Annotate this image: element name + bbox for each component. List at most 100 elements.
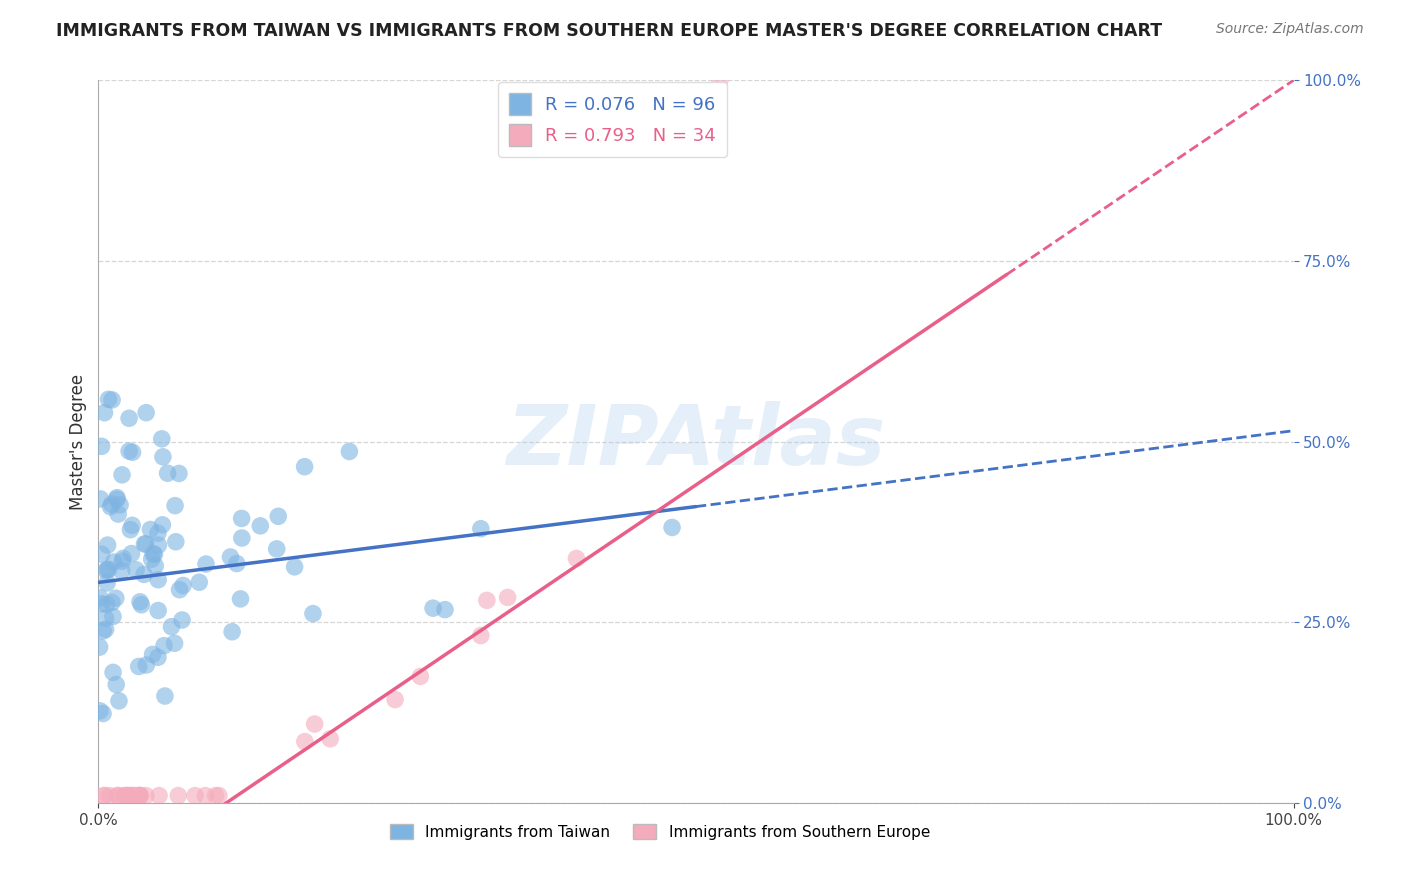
Point — [195, 557, 218, 571]
Point — [141, 552, 163, 566]
Point — [231, 531, 253, 545]
Point — [319, 731, 342, 746]
Point — [122, 789, 145, 803]
Point — [91, 706, 114, 721]
Point — [266, 541, 288, 556]
Point — [101, 609, 124, 624]
Point — [249, 519, 271, 533]
Point — [97, 562, 120, 576]
Point — [121, 547, 143, 561]
Point — [148, 538, 170, 552]
Point — [148, 789, 170, 803]
Point — [150, 432, 173, 446]
Point — [115, 789, 138, 803]
Point — [120, 789, 142, 803]
Point — [124, 789, 146, 803]
Point — [709, 73, 731, 87]
Point — [97, 392, 120, 407]
Point — [470, 522, 492, 536]
Point — [103, 555, 125, 569]
Point — [156, 467, 179, 481]
Point — [128, 789, 150, 803]
Text: Source: ZipAtlas.com: Source: ZipAtlas.com — [1216, 22, 1364, 37]
Point — [96, 576, 118, 591]
Point — [107, 507, 129, 521]
Point — [101, 392, 124, 407]
Legend: Immigrants from Taiwan, Immigrants from Southern Europe: Immigrants from Taiwan, Immigrants from … — [384, 818, 936, 846]
Point — [94, 623, 117, 637]
Point — [132, 567, 155, 582]
Point — [100, 497, 122, 511]
Point — [184, 789, 207, 803]
Point — [146, 603, 169, 617]
Point — [107, 789, 129, 803]
Point — [112, 789, 135, 803]
Point — [384, 692, 406, 706]
Point — [111, 554, 134, 568]
Point — [89, 491, 111, 506]
Point — [142, 547, 165, 561]
Point — [221, 624, 243, 639]
Point — [112, 551, 135, 566]
Point — [129, 789, 152, 803]
Point — [153, 689, 176, 703]
Point — [105, 491, 128, 505]
Point — [139, 523, 162, 537]
Point — [129, 789, 152, 803]
Point — [153, 639, 176, 653]
Point — [219, 549, 242, 564]
Point — [294, 734, 316, 748]
Point — [94, 564, 117, 578]
Point — [128, 789, 150, 803]
Point — [225, 557, 247, 571]
Point — [146, 526, 169, 541]
Point — [165, 499, 187, 513]
Point — [131, 598, 153, 612]
Point — [97, 538, 120, 552]
Point — [115, 789, 138, 803]
Point — [194, 789, 217, 803]
Point — [105, 677, 128, 691]
Point — [135, 537, 157, 551]
Point — [98, 789, 121, 803]
Point — [565, 551, 588, 566]
Point — [96, 563, 118, 577]
Point — [208, 789, 231, 803]
Point — [143, 547, 166, 561]
Point — [167, 789, 190, 803]
Point — [152, 517, 174, 532]
Point — [496, 591, 519, 605]
Point — [135, 789, 157, 803]
Point — [304, 717, 326, 731]
Point — [121, 445, 143, 459]
Text: ZIPAtlas: ZIPAtlas — [506, 401, 886, 482]
Point — [111, 467, 134, 482]
Point — [118, 444, 141, 458]
Point — [143, 558, 166, 573]
Point — [661, 520, 683, 534]
Point — [111, 564, 134, 578]
Point — [120, 789, 142, 803]
Point — [135, 658, 157, 673]
Point — [169, 582, 191, 597]
Point — [135, 406, 157, 420]
Point — [93, 406, 115, 420]
Point — [121, 518, 143, 533]
Point — [160, 620, 183, 634]
Point — [108, 694, 131, 708]
Point — [120, 523, 142, 537]
Point — [129, 595, 152, 609]
Point — [146, 650, 169, 665]
Point — [229, 591, 252, 606]
Point — [142, 648, 165, 662]
Point — [117, 789, 139, 803]
Point — [90, 597, 112, 611]
Point — [172, 578, 194, 592]
Point — [204, 789, 226, 803]
Point — [231, 511, 253, 525]
Point — [89, 704, 111, 718]
Text: IMMIGRANTS FROM TAIWAN VS IMMIGRANTS FROM SOUTHERN EUROPE MASTER'S DEGREE CORREL: IMMIGRANTS FROM TAIWAN VS IMMIGRANTS FRO… — [56, 22, 1163, 40]
Point — [172, 613, 194, 627]
Point — [105, 492, 128, 507]
Point — [188, 575, 211, 590]
